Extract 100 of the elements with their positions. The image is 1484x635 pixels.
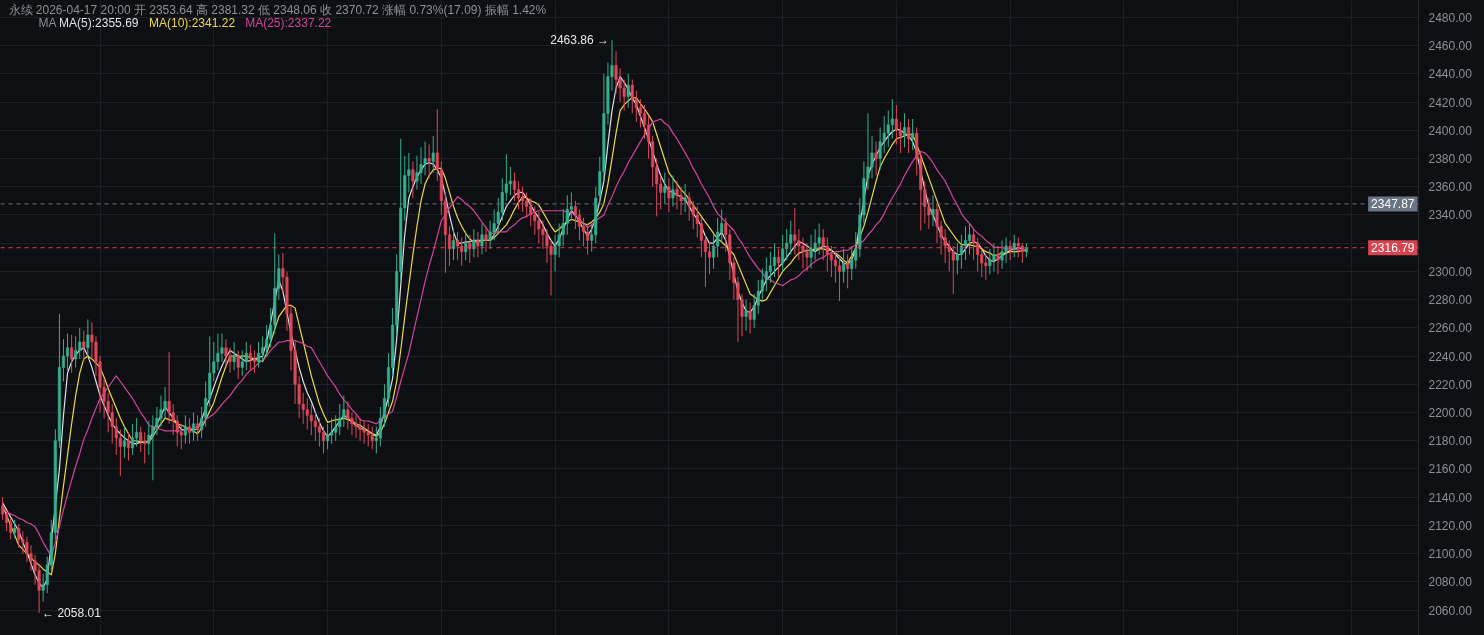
candlestick <box>663 172 667 205</box>
candlestick <box>671 174 675 208</box>
candlestick <box>78 327 82 360</box>
y-tick-label: 2400.00 <box>1428 123 1473 138</box>
y-tick-label: 2180.00 <box>1428 434 1473 449</box>
candlestick <box>131 423 135 456</box>
y-tick-label: 2060.00 <box>1428 603 1473 618</box>
candlestick <box>984 254 988 281</box>
candlestick <box>963 225 967 261</box>
candlestick <box>488 220 492 250</box>
candlestick <box>358 417 362 442</box>
candlestick <box>86 318 90 357</box>
candlestick <box>748 301 752 335</box>
candlestick <box>638 98 642 128</box>
candlestick <box>752 293 756 329</box>
annotation: ← 2058.01 <box>42 605 102 620</box>
candlestick <box>911 118 915 151</box>
candlestick <box>330 417 334 445</box>
candlestick <box>13 519 17 539</box>
candlestick <box>521 186 525 213</box>
y-tick-label: 2120.00 <box>1428 518 1473 533</box>
candlestick <box>9 517 13 541</box>
y-tick-label: 2160.00 <box>1428 462 1473 477</box>
candlestick <box>240 349 244 377</box>
candlestick <box>573 200 577 230</box>
y-tick-label: 2360.00 <box>1428 180 1473 195</box>
candlestick <box>1012 234 1016 258</box>
candlestick <box>232 341 236 371</box>
candlestick <box>667 177 671 213</box>
candlestick <box>838 256 842 302</box>
candlestick <box>683 183 687 213</box>
candlestick <box>842 248 846 284</box>
text: MA(25):2337.22 <box>245 15 332 30</box>
candlestick <box>512 172 516 202</box>
candlestick <box>716 217 720 258</box>
candlestick <box>427 143 431 179</box>
candlestick <box>66 333 70 371</box>
annotation: 2463.86 → <box>550 33 609 48</box>
candlestick <box>577 208 581 241</box>
candlestick <box>135 417 139 447</box>
candlestick <box>70 334 74 374</box>
y-tick-label: 2380.00 <box>1428 152 1473 167</box>
candlestick <box>517 180 521 210</box>
candlestick <box>313 412 317 442</box>
chart-title: 永续 2026-04-17 20:00 开 2353.64 高 2381.32 低 2348.06 收 2370.72 涨幅 0.73%(17.09) 振幅 1.42% <box>8 2 547 17</box>
candlestick <box>82 330 86 363</box>
candlestick <box>342 395 346 428</box>
y-tick-label: 2200.00 <box>1428 406 1473 421</box>
y-tick-label: 2100.00 <box>1428 547 1473 562</box>
candlestick <box>508 166 512 196</box>
candlestick <box>183 414 187 445</box>
y-tick-label: 2440.00 <box>1428 67 1473 82</box>
candlestick <box>712 234 716 270</box>
ref-line-label: 2347.87 <box>1371 197 1415 212</box>
candlestick <box>362 420 366 445</box>
candlestick <box>464 231 468 261</box>
candlestick <box>256 341 261 368</box>
candlestick <box>553 234 557 272</box>
candlestick <box>992 242 996 272</box>
y-tick-label: 2420.00 <box>1428 95 1473 110</box>
candlestick <box>626 73 630 109</box>
text: MA(5):2355.69 <box>59 15 139 30</box>
candlestick <box>931 194 935 227</box>
candlestick <box>248 344 252 371</box>
candlestick <box>894 104 898 145</box>
candlestick <box>630 79 634 114</box>
candlestick <box>1 496 5 521</box>
candlestick <box>431 135 435 174</box>
candlestick <box>955 242 959 275</box>
candlestick <box>366 423 370 447</box>
candlestick <box>582 217 586 247</box>
y-tick-label: 2260.00 <box>1428 321 1473 336</box>
candlestick <box>370 426 374 450</box>
legend-title: MA <box>38 15 57 30</box>
candlestick <box>1000 239 1004 270</box>
candlestick <box>846 254 850 289</box>
ref-line-label: 2316.79 <box>1371 241 1415 256</box>
candlestick <box>305 397 309 430</box>
candlestick <box>642 104 647 140</box>
candlestick <box>959 234 963 270</box>
candlestick <box>321 426 326 454</box>
candlestick <box>317 417 321 447</box>
candlestick <box>5 509 9 532</box>
candlestick <box>252 349 256 374</box>
candlestick <box>480 222 484 255</box>
candlestick <box>411 160 415 199</box>
candlestick <box>143 431 147 464</box>
candlestick <box>236 349 240 380</box>
candlestick <box>122 426 126 459</box>
y-tick-label: 2340.00 <box>1428 208 1473 223</box>
y-tick-label: 2460.00 <box>1428 39 1473 54</box>
y-tick-label: 2480.00 <box>1428 10 1473 25</box>
candlestick <box>720 208 724 244</box>
candlestick <box>265 324 269 357</box>
candlestick <box>687 191 691 222</box>
candlestick <box>898 121 902 154</box>
candlestick <box>452 228 456 261</box>
y-tick-label: 2300.00 <box>1428 264 1473 279</box>
candlestick <box>907 118 911 154</box>
candlestick <box>768 251 772 284</box>
